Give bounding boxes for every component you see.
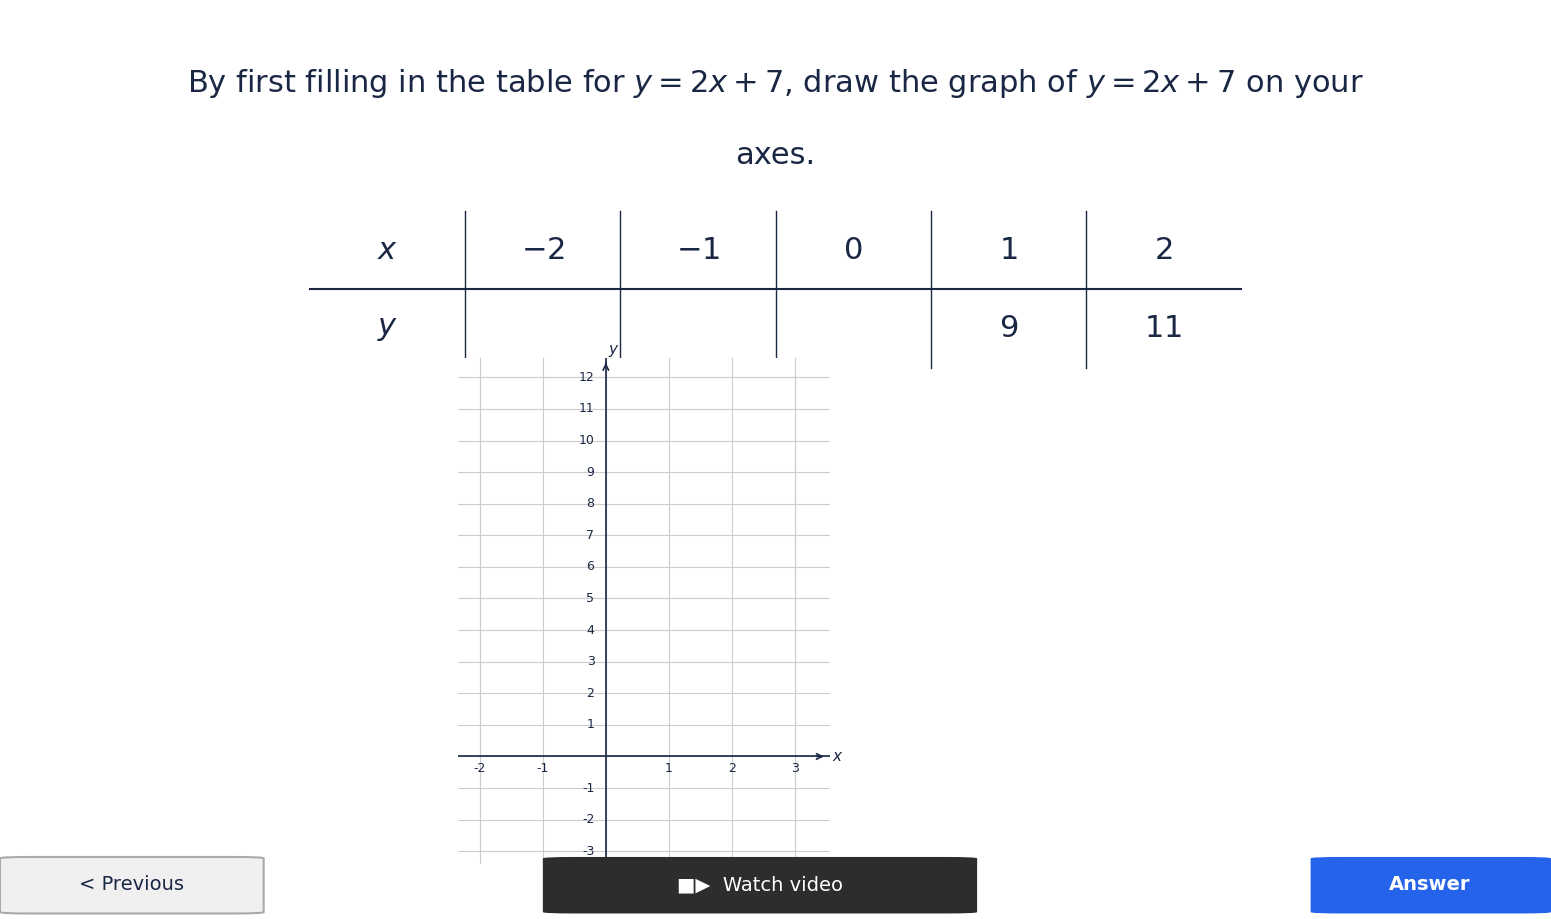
Text: < Previous: < Previous — [79, 875, 185, 894]
Text: 5: 5 — [586, 592, 594, 605]
Text: -3: -3 — [582, 845, 594, 857]
Text: 10: 10 — [579, 434, 594, 447]
Text: axes.: axes. — [735, 142, 816, 170]
FancyBboxPatch shape — [1311, 857, 1551, 913]
Text: 1: 1 — [586, 719, 594, 732]
Text: -2: -2 — [582, 813, 594, 826]
Text: 11: 11 — [579, 403, 594, 415]
Text: -2: -2 — [473, 762, 485, 775]
Text: $2$: $2$ — [1154, 236, 1173, 265]
Text: 7: 7 — [586, 528, 594, 542]
Text: $y$: $y$ — [377, 314, 399, 343]
Text: 4: 4 — [586, 624, 594, 637]
Text: $0$: $0$ — [844, 236, 862, 265]
Text: 9: 9 — [586, 466, 594, 479]
Text: 3: 3 — [791, 762, 799, 775]
Text: Answer: Answer — [1390, 875, 1470, 894]
Text: 2: 2 — [586, 686, 594, 699]
Text: $-1$: $-1$ — [676, 236, 720, 265]
Text: 3: 3 — [586, 655, 594, 668]
Text: $9$: $9$ — [999, 314, 1017, 343]
Text: By first filling in the table for $y = 2x + 7$, draw the graph of $y = 2x + 7$ o: By first filling in the table for $y = 2… — [188, 66, 1363, 99]
FancyBboxPatch shape — [543, 857, 977, 913]
Text: $x$: $x$ — [831, 749, 844, 764]
Text: -1: -1 — [537, 762, 549, 775]
Text: $x$: $x$ — [377, 236, 399, 265]
Text: 8: 8 — [586, 497, 594, 510]
Text: $11$: $11$ — [1145, 314, 1182, 343]
Text: -1: -1 — [582, 781, 594, 795]
Text: 6: 6 — [586, 561, 594, 573]
Text: $1$: $1$ — [999, 236, 1017, 265]
Text: 12: 12 — [579, 371, 594, 384]
FancyBboxPatch shape — [0, 857, 264, 913]
Text: $y$: $y$ — [608, 343, 619, 359]
Text: ■▶  Watch video: ■▶ Watch video — [676, 875, 844, 894]
Text: 2: 2 — [727, 762, 735, 775]
Text: $-2$: $-2$ — [521, 236, 565, 265]
Text: 1: 1 — [665, 762, 673, 775]
